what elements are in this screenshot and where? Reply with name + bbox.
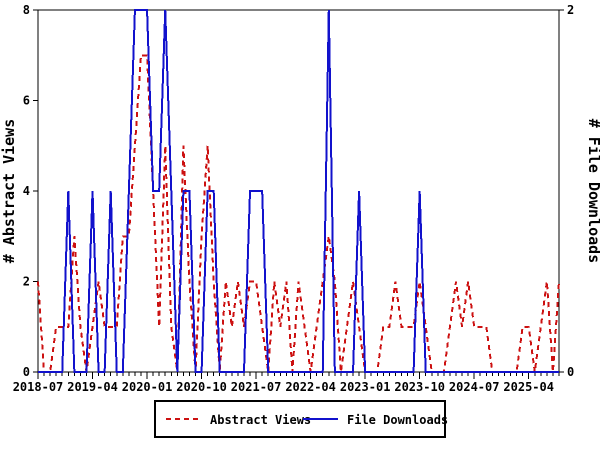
y-left-tick-label: 6 [23, 94, 30, 108]
y-left-tick-label: 4 [23, 184, 30, 198]
x-axis-tick-label: 2025-04 [503, 380, 554, 394]
y-left-axis-title: # Abstract Views [0, 119, 18, 264]
x-axis-tick-label: 2018-07 [13, 380, 64, 394]
legend-box [154, 400, 446, 438]
y-right-axis-title: # File Downloads [585, 119, 600, 264]
x-axis-tick-label: 2020-10 [176, 380, 227, 394]
legend-label-abstract-views: Abstract Views [210, 413, 311, 427]
y-left-tick-label: 8 [23, 3, 30, 17]
plot-frame [37, 9, 560, 373]
x-axis-tick-label: 2023-01 [340, 380, 391, 394]
y-right-tick-label: 2 [567, 3, 574, 17]
legend: Abstract Views File Downloads [154, 400, 448, 438]
y-left-tick-label: 0 [23, 365, 30, 379]
legend-label-file-downloads: File Downloads [347, 413, 448, 427]
y-left-tick-label: 2 [23, 275, 30, 289]
y-right-tick-label: 0 [567, 365, 574, 379]
series-abstract-views [37, 54, 560, 373]
x-axis-tick-label: 2022-04 [285, 380, 336, 394]
x-axis-tick-label: 2023-10 [394, 380, 445, 394]
x-axis-tick-label: 2021-07 [231, 380, 282, 394]
x-axis-tick-label: 2020-01 [122, 380, 173, 394]
series-file-downloads [38, 9, 559, 373]
x-axis-tick-label: 2024-07 [449, 380, 500, 394]
x-axis-tick-label: 2019-04 [67, 380, 118, 394]
